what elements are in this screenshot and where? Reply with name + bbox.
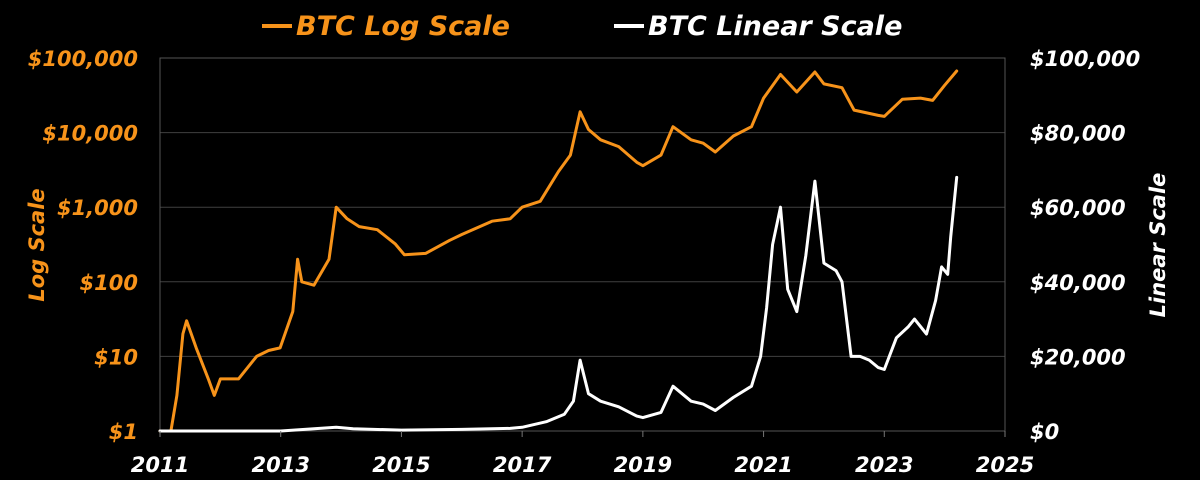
- x-axis-tick: 2025: [976, 453, 1034, 477]
- legend-log: BTC Log Scale: [262, 6, 510, 46]
- x-axis-tick: 2013: [251, 453, 309, 477]
- left-axis-tick: $100,000: [28, 47, 138, 71]
- x-axis-tick: 2017: [493, 453, 552, 477]
- legend-linear: BTC Linear Scale: [614, 6, 902, 46]
- right-axis-tick: $100,000: [1030, 47, 1140, 71]
- left-axis-tick: $10: [94, 345, 138, 369]
- left-axis-tick: $1: [109, 420, 138, 444]
- right-axis-tick: $80,000: [1030, 122, 1126, 146]
- x-axis-tick: 2015: [372, 453, 430, 477]
- left-axis-tick: $100: [80, 271, 138, 295]
- legend-log-label: BTC Log Scale: [296, 10, 510, 42]
- btc-linear-series-line: [158, 175, 959, 433]
- x-axis-tick: 2021: [734, 453, 792, 477]
- x-axis-tick: 2011: [131, 453, 189, 477]
- legend-log-swatch: [262, 24, 292, 28]
- legend-linear-swatch: [614, 24, 644, 28]
- left-axis-tick: $1,000: [57, 196, 138, 220]
- btc-log-series-line: [158, 69, 959, 433]
- left-axis-title: Log Scale: [25, 188, 49, 301]
- legend-linear-label: BTC Linear Scale: [648, 10, 903, 42]
- right-axis-tick: $0: [1030, 420, 1059, 444]
- right-axis-tick: $60,000: [1030, 196, 1126, 220]
- x-axis-tick: 2023: [855, 453, 913, 477]
- right-axis-tick: $20,000: [1030, 345, 1126, 369]
- plot-frame: [159, 57, 1006, 432]
- right-axis-tick: $40,000: [1030, 271, 1126, 295]
- x-axis-tick: 2019: [614, 453, 672, 477]
- right-axis-title: Linear Scale: [1146, 173, 1170, 318]
- left-axis-tick: $10,000: [42, 122, 138, 146]
